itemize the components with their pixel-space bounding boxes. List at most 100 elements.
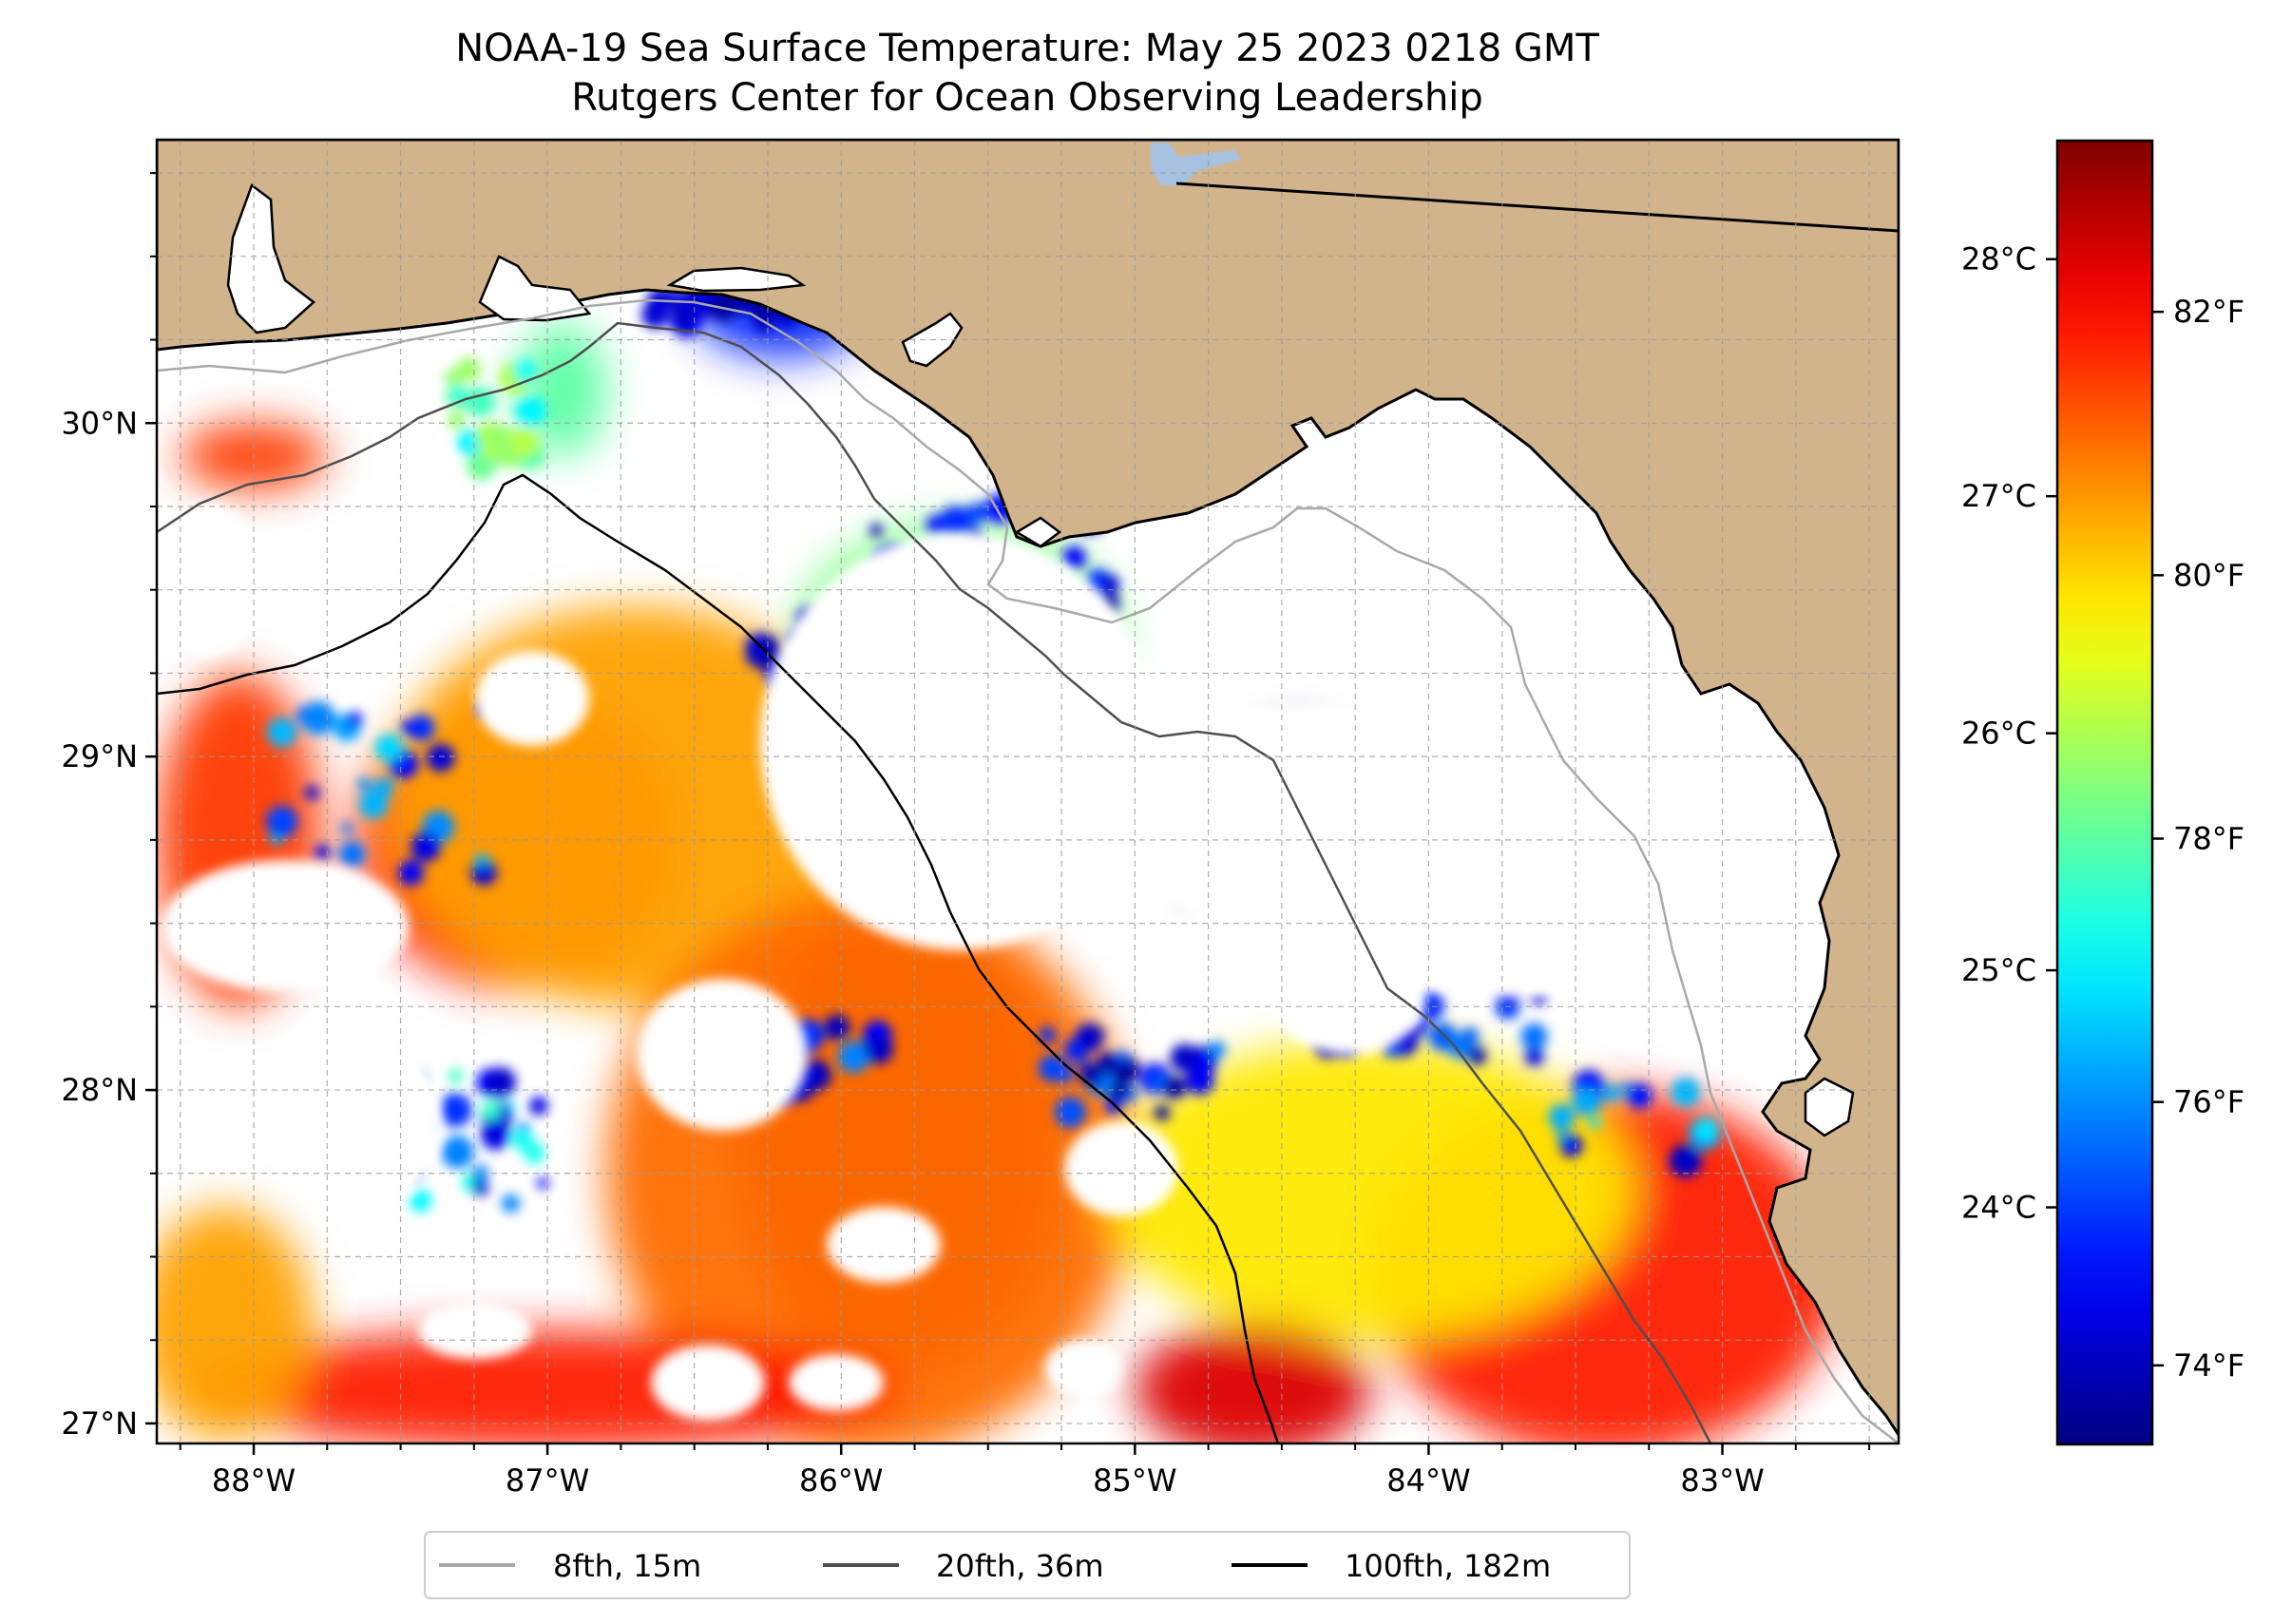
sst-speckle xyxy=(265,805,298,838)
sst-speckle xyxy=(456,357,481,382)
sst-speckle xyxy=(411,831,442,862)
legend-box xyxy=(424,1531,1631,1599)
isobaths xyxy=(157,298,1899,1443)
colorbar-celsius-label: 24°C xyxy=(1961,1190,2036,1226)
sst-speckle xyxy=(409,1189,432,1213)
colorbar-fahrenheit-label: 82°F xyxy=(2173,294,2244,330)
sst-speckle xyxy=(480,442,498,459)
x-tick-label: 86°W xyxy=(799,1462,883,1499)
tampa-bay xyxy=(1804,1077,1855,1137)
sst-speckle xyxy=(304,785,319,800)
sst-speckle xyxy=(641,300,669,329)
sst-speckle xyxy=(1116,1050,1130,1064)
sst-speckle xyxy=(470,859,497,886)
x-axis: 88°W 87°W 86°W 85°W 84°W 83°W xyxy=(179,1443,1871,1499)
sst-speckle xyxy=(511,1128,533,1150)
lake-seminole xyxy=(1150,143,1240,185)
isobath-100fth xyxy=(157,473,1280,1443)
sst-speckle xyxy=(465,386,496,417)
colorbar-fahrenheit-label: 80°F xyxy=(2173,557,2244,593)
sst-speckle xyxy=(475,852,489,867)
isobath-8fth xyxy=(157,298,1899,1443)
cloud-gaps xyxy=(157,504,1663,1421)
colorbar-celsius-label: 28°C xyxy=(1961,241,2036,277)
sst-speckle xyxy=(1039,1026,1057,1044)
sst-speckle xyxy=(509,428,540,458)
sst-speckle xyxy=(537,1176,549,1190)
sst-speckle xyxy=(481,1100,501,1120)
y-tick-label: 29°N xyxy=(61,738,138,774)
sst-speckle xyxy=(1414,1020,1429,1035)
sst-speckle xyxy=(338,841,366,868)
x-tick-label: 87°W xyxy=(506,1462,589,1499)
colorbar-gradient xyxy=(2055,139,2154,1446)
colorbar-celsius-label: 27°C xyxy=(1961,478,2036,514)
sst-speckle xyxy=(1548,1103,1575,1131)
sst-region-6 xyxy=(157,1206,313,1441)
sst-speckle xyxy=(473,1165,489,1181)
sst-speckle xyxy=(408,715,435,741)
sst-speckle xyxy=(357,776,372,792)
sst-speckle xyxy=(438,1093,472,1127)
sst-speckle xyxy=(485,1067,516,1099)
northern-land-panhandle xyxy=(157,140,1899,1438)
sst-speckle xyxy=(1603,1083,1621,1102)
sst-speckle xyxy=(374,734,403,762)
sst-speckle xyxy=(1184,1065,1214,1096)
colorbar-celsius-label: 26°C xyxy=(1961,716,2036,752)
sst-speckle xyxy=(346,712,363,728)
sst-speckle xyxy=(1163,1076,1186,1099)
graticule-grid xyxy=(157,140,1899,1443)
state-border xyxy=(1175,182,1899,233)
sst-speckle xyxy=(1100,575,1120,595)
map-plot-area xyxy=(157,140,1899,1443)
legend-label-20fth: 20fth, 36m xyxy=(936,1548,1103,1584)
sst-region-9 xyxy=(1135,1323,1370,1443)
apalachicola-bay xyxy=(1014,516,1062,548)
x-tick-label: 88°W xyxy=(212,1462,296,1499)
sst-speckle xyxy=(966,502,988,524)
y-tick-label: 30°N xyxy=(61,405,138,441)
sst-speckle xyxy=(471,1179,489,1196)
sst-speckle xyxy=(451,388,466,402)
legend-label-100fth: 100fth, 182m xyxy=(1345,1548,1551,1584)
sst-speckle xyxy=(1054,1097,1086,1128)
colorbar: 24°C 25°C 26°C 27°C 28°C 74°F 76°F 78°F 80°F 82°… xyxy=(1961,139,2244,1446)
sst-speckle xyxy=(1627,1083,1652,1109)
sst-speckle xyxy=(1154,1104,1171,1121)
sst-speckle xyxy=(1447,1035,1472,1060)
colorbar-fahrenheit-label: 76°F xyxy=(2173,1084,2244,1120)
sst-speckle xyxy=(444,369,461,386)
y-tick-label: 27°N xyxy=(61,1405,138,1442)
y-tick-label: 28°N xyxy=(61,1072,138,1108)
sst-speckle xyxy=(529,1096,548,1116)
isobath-legend: 8fth, 15m 20fth, 36m 100fth, 182m xyxy=(424,1531,1631,1599)
sst-speckle xyxy=(1589,1117,1601,1129)
chart-subtitle: Rutgers Center for Ocean Observing Leade… xyxy=(571,76,1483,120)
land-areas xyxy=(157,140,1899,1438)
sst-speckle xyxy=(1170,1043,1199,1072)
sst-speckle xyxy=(301,701,335,736)
legend-label-8fth: 8fth, 15m xyxy=(553,1548,701,1584)
sst-speckle xyxy=(315,845,331,861)
sst-speckle xyxy=(1524,1047,1544,1066)
colorbar-fahrenheit-label: 74°F xyxy=(2173,1347,2244,1384)
x-tick-label: 84°W xyxy=(1386,1462,1470,1499)
sst-speckle xyxy=(864,1035,893,1064)
sst-speckle xyxy=(678,315,692,328)
choctawhatchee-bay xyxy=(666,266,807,293)
sst-speckle xyxy=(427,743,455,773)
sst-speckle xyxy=(448,1069,463,1083)
colorbar-fahrenheit-label: 78°F xyxy=(2173,821,2244,857)
sst-speckle xyxy=(1520,1022,1548,1050)
sst-speckle xyxy=(341,822,353,834)
sst-speckle xyxy=(1092,1027,1105,1040)
sst-speckle xyxy=(1079,1063,1103,1087)
sst-speckle xyxy=(1097,1052,1118,1074)
sst-speckle xyxy=(837,1041,869,1074)
colorbar-celsius-label: 25°C xyxy=(1961,952,2036,988)
sst-speckle xyxy=(939,506,972,539)
sst-speckle xyxy=(1062,545,1086,570)
sst-speckle xyxy=(501,1194,520,1213)
